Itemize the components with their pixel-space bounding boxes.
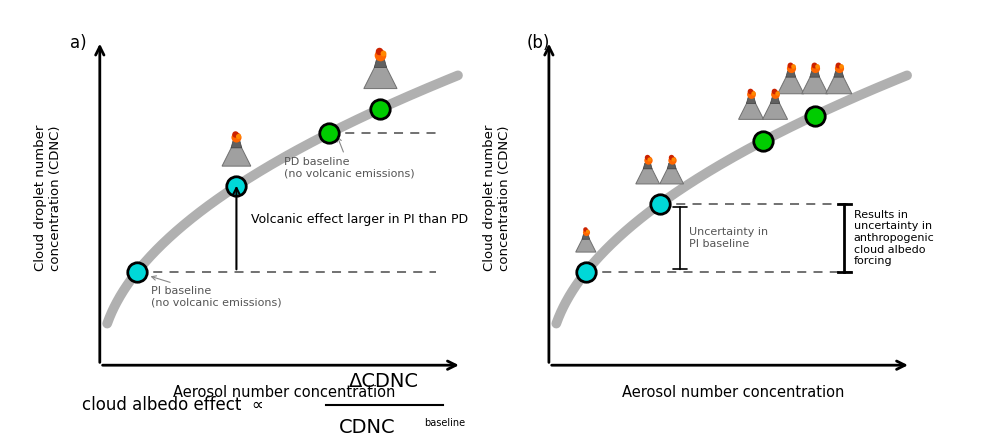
- Text: PD baseline
(no volcanic emissions): PD baseline (no volcanic emissions): [284, 137, 415, 179]
- Polygon shape: [809, 71, 819, 77]
- Polygon shape: [374, 59, 386, 67]
- Text: a): a): [70, 34, 87, 52]
- Polygon shape: [777, 77, 803, 94]
- Polygon shape: [747, 98, 755, 103]
- Polygon shape: [636, 168, 660, 184]
- Polygon shape: [364, 66, 397, 88]
- Polygon shape: [801, 77, 828, 94]
- Polygon shape: [825, 77, 852, 94]
- Polygon shape: [582, 235, 590, 239]
- Text: Aerosol number concentration: Aerosol number concentration: [623, 385, 844, 400]
- Text: PI baseline
(no volcanic emissions): PI baseline (no volcanic emissions): [152, 276, 282, 308]
- Text: cloud albedo effect  ∝: cloud albedo effect ∝: [83, 396, 264, 414]
- Text: Volcanic effect larger in PI than PD: Volcanic effect larger in PI than PD: [251, 213, 468, 226]
- Polygon shape: [834, 71, 843, 77]
- Polygon shape: [576, 238, 596, 252]
- Polygon shape: [762, 103, 787, 119]
- Polygon shape: [222, 147, 250, 166]
- Text: Results in
uncertainty in
anthropogenic
cloud albedo
forcing: Results in uncertainty in anthropogenic …: [853, 210, 934, 266]
- Text: ΔCDNC: ΔCDNC: [349, 372, 419, 391]
- Polygon shape: [660, 168, 684, 184]
- Text: Uncertainty in
PI baseline: Uncertainty in PI baseline: [690, 227, 768, 249]
- Polygon shape: [232, 141, 242, 148]
- Polygon shape: [785, 71, 795, 77]
- Text: Cloud droplet number
concentration (CDNC): Cloud droplet number concentration (CDNC…: [34, 125, 62, 271]
- Text: baseline: baseline: [424, 418, 465, 429]
- Text: Cloud droplet number
concentration (CDNC): Cloud droplet number concentration (CDNC…: [483, 125, 511, 271]
- Polygon shape: [770, 98, 779, 103]
- Text: Aerosol number concentration: Aerosol number concentration: [174, 385, 395, 400]
- Text: CDNC: CDNC: [339, 418, 396, 437]
- Polygon shape: [739, 103, 763, 119]
- Polygon shape: [668, 163, 676, 169]
- Text: (b): (b): [527, 34, 550, 52]
- Polygon shape: [644, 163, 652, 169]
